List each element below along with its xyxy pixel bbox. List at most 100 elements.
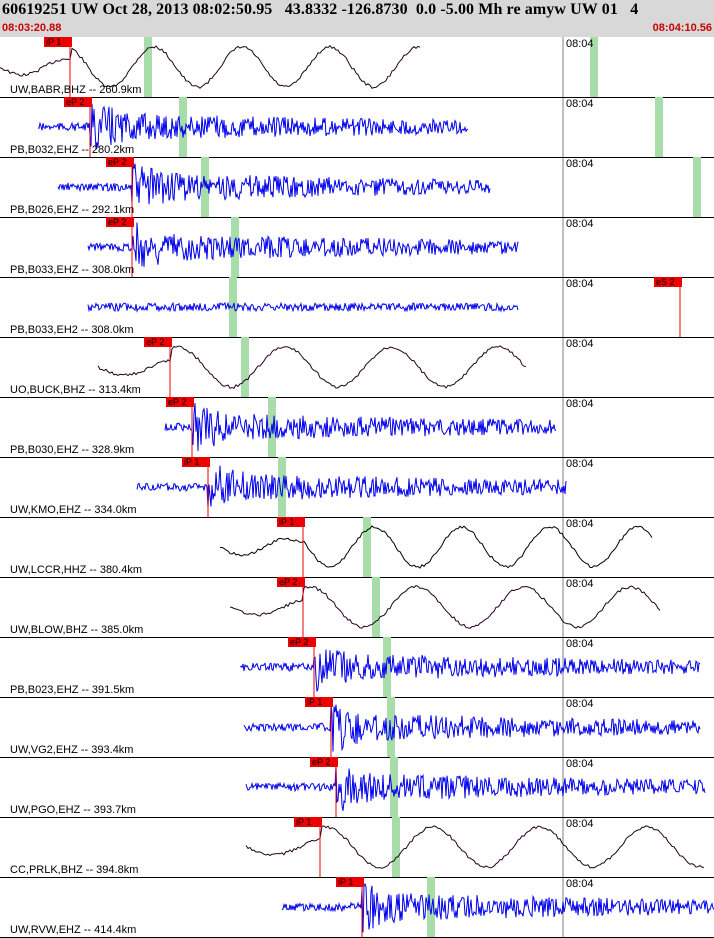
seismic-waveform <box>245 825 705 869</box>
trace-panel[interactable]: iP 1 08:04 UW,RVW,EHZ -- 414.4km <box>0 877 714 938</box>
trace-panel[interactable]: eP 2 08:04 PB,B030,EHZ -- 328.9km <box>0 397 714 458</box>
time-window-marker <box>144 37 152 97</box>
station-label: UO,BUCK,BHZ -- 313.4km <box>10 384 141 396</box>
seismic-waveform <box>0 44 421 89</box>
seismic-waveform <box>239 649 701 692</box>
trace-panel[interactable]: eP 2 08:04 PB,B032,EHZ -- 280.2km <box>0 97 714 158</box>
phase-pick-label-bg <box>277 517 305 527</box>
time-tick-label: 08:04 <box>566 158 594 170</box>
trace-panel[interactable]: iP 1 08:04 UW,KMO,EHZ -- 334.0km <box>0 457 714 518</box>
time-window-marker <box>363 517 371 577</box>
phase-pick-label: eP 2 <box>290 637 308 647</box>
seismic-waveform <box>281 882 714 933</box>
time-window-marker <box>278 457 286 517</box>
seismic-waveform <box>57 163 491 205</box>
seismic-waveform <box>97 345 527 389</box>
waveform-plot: eP 2 <box>239 637 701 697</box>
seismic-waveform <box>219 525 653 569</box>
trace-panel[interactable]: eP 2 08:04 UO,BUCK,BHZ -- 313.4km <box>0 337 714 398</box>
phase-pick-label-bg <box>106 157 134 167</box>
trace-panel[interactable]: iP 1 08:04 UW,BABR,BHZ -- 260.9km <box>0 37 714 98</box>
waveform-plot: iP 1 <box>0 37 598 97</box>
start-time: 08:03:20.88 <box>2 22 62 34</box>
station-label: UW,BLOW,BHZ -- 385.0km <box>10 624 144 636</box>
time-window-marker <box>383 637 391 697</box>
time-tick-label: 08:04 <box>566 698 594 710</box>
header-bar: 60619251 UW Oct 28, 2013 08:02:50.95 43.… <box>0 0 714 37</box>
time-window-marker <box>372 577 380 637</box>
trace-panel[interactable]: iP 1 08:04 CC,PRLK,BHZ -- 394.8km <box>0 817 714 878</box>
station-label: UW,RVW,EHZ -- 414.4km <box>10 924 137 936</box>
station-label: PB,B033,EHZ -- 308.0km <box>10 264 135 276</box>
phase-pick-label-bg <box>310 757 338 767</box>
waveform-plot: eP 2 <box>245 757 706 817</box>
phase-pick-label: eP 2 <box>66 97 84 107</box>
phase-pick-label: eS 2 <box>656 277 675 287</box>
time-window-marker <box>231 217 239 277</box>
waveform-plot: eP 2 <box>57 157 701 217</box>
waveform-plot: eS 2 <box>87 277 682 337</box>
event-title: 60619251 UW Oct 28, 2013 08:02:50.95 43.… <box>2 1 639 18</box>
phase-pick-label: iP 1 <box>296 817 311 827</box>
phase-pick-label-bg <box>106 217 134 227</box>
time-window-marker <box>590 37 598 97</box>
phase-pick-label: iP 1 <box>307 697 322 707</box>
waveform-plot: eP 2 <box>164 397 564 457</box>
station-label: PB,B032,EHZ -- 280.2km <box>10 144 135 156</box>
trace-panel[interactable]: eP 2 08:04 UW,PGO,EHZ -- 393.7km <box>0 757 714 818</box>
waveform-plot: eP 2 <box>37 97 663 157</box>
trace-panel[interactable]: eP 2 08:04 PB,B023,EHZ -- 391.5km <box>0 637 714 698</box>
trace-panel[interactable]: iP 1 08:04 UW,LCCR,HHZ -- 380.4km <box>0 517 714 578</box>
time-window-marker <box>390 757 398 817</box>
waveform-plot: iP 1 <box>245 817 705 877</box>
trace-panel[interactable]: eS 2 08:04 PB,B033,EH2 -- 308.0km <box>0 277 714 338</box>
waveform-plot: iP 1 <box>136 457 567 517</box>
station-label: PB,B026,EHZ -- 292.1km <box>10 204 135 216</box>
time-tick-label: 08:04 <box>566 638 594 650</box>
seismic-waveform <box>37 103 469 150</box>
seismic-waveform <box>243 704 701 752</box>
waveform-plot: iP 1 <box>219 517 653 577</box>
seismic-waveform <box>245 764 706 811</box>
trace-panel[interactable]: eP 2 08:04 UW,BLOW,BHZ -- 385.0km <box>0 577 714 638</box>
time-tick-label: 08:04 <box>566 818 594 830</box>
phase-pick-label: eP 2 <box>108 217 126 227</box>
station-label: PB,B030,EHZ -- 328.9km <box>10 444 135 456</box>
time-window-marker <box>427 877 435 937</box>
phase-pick-label-bg <box>64 97 92 107</box>
waveform-plot: eP 2 <box>97 337 564 397</box>
phase-pick-label: iP 1 <box>46 37 61 47</box>
phase-pick-label-bg <box>305 697 333 707</box>
trace-panel[interactable]: eP 2 08:04 PB,B033,EHZ -- 308.0km <box>0 217 714 278</box>
end-time: 08:04:10.56 <box>652 22 712 34</box>
seismic-waveform <box>229 585 661 629</box>
phase-pick-label-bg <box>166 397 194 407</box>
time-tick-label: 08:04 <box>566 758 594 770</box>
phase-pick-label: eP 2 <box>108 157 126 167</box>
time-tick-label: 08:04 <box>566 518 594 530</box>
station-label: PB,B033,EH2 -- 308.0km <box>10 324 134 336</box>
waveform-plot: eP 2 <box>229 577 661 637</box>
phase-pick-label-bg <box>288 637 316 647</box>
phase-pick-label-bg <box>144 337 172 347</box>
waveform-plot: eP 2 <box>87 217 564 277</box>
time-window-marker <box>655 97 663 157</box>
station-label: CC,PRLK,BHZ -- 394.8km <box>10 864 139 876</box>
time-window-marker <box>387 697 395 757</box>
station-label: UW,BABR,BHZ -- 260.9km <box>10 84 142 96</box>
station-label: UW,LCCR,HHZ -- 380.4km <box>10 564 143 576</box>
phase-pick-label: iP 1 <box>184 457 199 467</box>
station-label: UW,PGO,EHZ -- 393.7km <box>10 804 136 816</box>
time-tick-label: 08:04 <box>566 878 594 890</box>
time-tick-label: 08:04 <box>566 578 594 590</box>
phase-pick-label: iP 1 <box>338 877 353 887</box>
time-tick-label: 08:04 <box>566 98 594 110</box>
trace-panels: iP 1 08:04 UW,BABR,BHZ -- 260.9km eP 2 08:04… <box>0 37 714 938</box>
phase-pick-label-bg <box>654 277 682 287</box>
phase-pick-label: iP 1 <box>279 517 294 527</box>
station-label: UW,KMO,EHZ -- 334.0km <box>10 504 137 516</box>
time-window-marker <box>693 157 701 217</box>
trace-panel[interactable]: iP 1 08:04 UW,VG2,EHZ -- 393.4km <box>0 697 714 758</box>
phase-pick-label-bg <box>277 577 305 587</box>
trace-panel[interactable]: eP 2 08:04 PB,B026,EHZ -- 292.1km <box>0 157 714 218</box>
